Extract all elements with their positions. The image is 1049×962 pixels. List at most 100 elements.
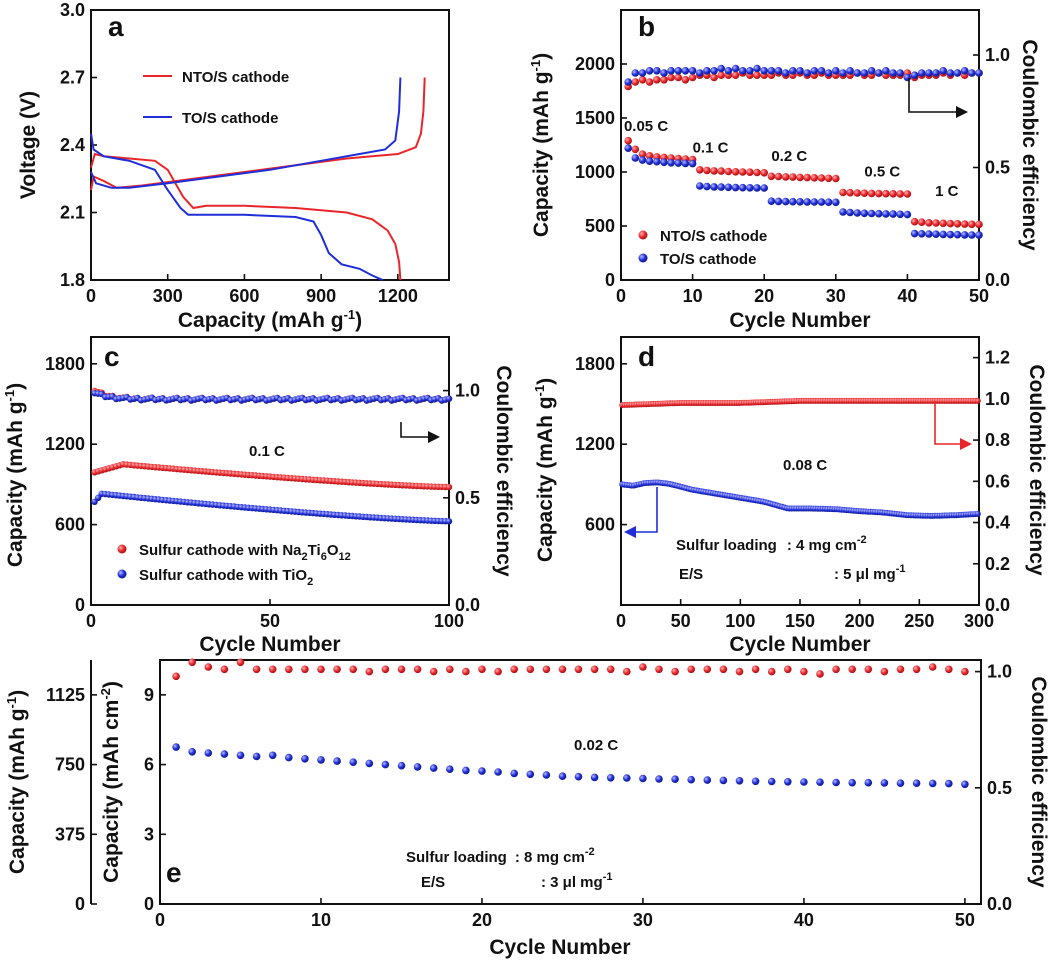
panel-e-ylabel-specific: Capacity (mAh g-1) xyxy=(4,690,29,874)
data-point xyxy=(824,69,833,77)
data-point xyxy=(653,76,661,84)
data-point xyxy=(968,231,976,239)
data-point xyxy=(735,667,744,676)
data-point xyxy=(703,776,712,784)
y-tick-label: 0 xyxy=(75,595,85,615)
y-tick-label: 1.8 xyxy=(60,270,85,290)
rate-label: 0.05 C xyxy=(624,118,668,135)
data-point xyxy=(660,76,668,84)
legend-label-to: TO/S cathode xyxy=(182,110,278,127)
legend-label-nto: NTO/S cathode xyxy=(660,228,767,245)
y-tick-label: 0.0 xyxy=(987,894,1012,914)
data-point xyxy=(860,189,869,197)
data-point xyxy=(946,219,955,228)
data-point xyxy=(910,229,919,238)
data-point xyxy=(446,665,454,674)
data-point xyxy=(574,665,583,674)
data-point xyxy=(774,197,783,206)
data-point xyxy=(960,67,969,75)
data-point xyxy=(710,67,718,75)
data-point xyxy=(853,209,862,217)
x-tick-label: 1200 xyxy=(378,286,418,306)
panel-d-rate: 0.08 C xyxy=(783,457,827,474)
data-point xyxy=(462,667,470,676)
data-point xyxy=(975,220,983,229)
data-point xyxy=(631,145,640,154)
data-point xyxy=(767,777,776,786)
data-point xyxy=(751,665,760,674)
rate-label: 1 C xyxy=(935,183,959,200)
data-point xyxy=(681,159,690,168)
data-point xyxy=(939,67,947,75)
x-tick-label: 100 xyxy=(434,611,464,631)
data-point xyxy=(738,67,747,75)
data-point xyxy=(781,69,790,77)
panel-b-xlabel: Cycle Number xyxy=(729,309,870,332)
rate-label: 0.1 C xyxy=(693,140,729,157)
panel-e-rate: 0.02 C xyxy=(574,737,618,754)
y-tick-label: 1200 xyxy=(575,434,615,454)
data-point xyxy=(975,69,983,77)
data-point xyxy=(710,183,718,191)
y-tick-label: 1.2 xyxy=(985,348,1010,368)
y-tick-label: 0.0 xyxy=(985,595,1010,615)
series-nto-charge-curve xyxy=(90,77,426,191)
data-point xyxy=(624,78,632,86)
data-point xyxy=(889,210,897,218)
data-point xyxy=(796,198,804,206)
data-point xyxy=(285,665,293,674)
panel-c-frame xyxy=(90,336,450,606)
data-point xyxy=(800,778,808,786)
data-point xyxy=(760,169,768,177)
data-point xyxy=(946,69,955,77)
data-point xyxy=(767,172,776,181)
y-tick-label: 0.2 xyxy=(985,554,1010,574)
data-point xyxy=(724,167,733,176)
data-point xyxy=(252,752,261,761)
data-point xyxy=(731,183,740,192)
y-tick-label: 1125 xyxy=(46,685,85,705)
y-tick-label: 0 xyxy=(605,270,615,290)
data-point xyxy=(731,71,740,79)
data-point xyxy=(810,174,819,182)
data-point xyxy=(961,667,969,676)
x-tick-label: 40 xyxy=(897,286,917,306)
data-point xyxy=(446,765,454,773)
x-tick-label: 50 xyxy=(955,910,975,930)
data-point xyxy=(413,665,422,674)
data-point xyxy=(667,67,675,75)
panel-a-legend: NTO/S cathode TO/S cathode xyxy=(143,69,289,127)
data-point xyxy=(172,743,180,751)
panel-c-ce-arrow xyxy=(400,422,440,443)
panel-e-ylabel-areal: Capacity (mAh cm-2) xyxy=(98,681,123,883)
data-point xyxy=(397,761,406,770)
data-point xyxy=(925,230,933,238)
data-point xyxy=(860,69,869,77)
data-point xyxy=(301,665,309,674)
x-tick-label: 0 xyxy=(616,611,626,631)
data-point xyxy=(896,69,904,77)
data-point xyxy=(839,188,847,197)
panel-c-legend: Sulfur cathode with Na2Ti6O12 Sulfur cat… xyxy=(117,542,351,588)
data-point xyxy=(753,71,761,79)
x-tick-label: 300 xyxy=(153,286,183,306)
data-point xyxy=(753,184,761,192)
data-point xyxy=(803,173,811,182)
data-point xyxy=(638,150,647,158)
data-point xyxy=(738,168,747,176)
data-point xyxy=(853,69,862,77)
y-tick-label: 1500 xyxy=(575,108,615,128)
y-tick-label: 0.0 xyxy=(985,270,1010,290)
data-point xyxy=(558,772,567,780)
data-point xyxy=(696,166,704,174)
data-point xyxy=(882,67,890,75)
data-point xyxy=(445,518,453,525)
data-point xyxy=(717,183,725,191)
data-point xyxy=(848,778,856,787)
data-point xyxy=(696,69,704,77)
y-tick-label: 0.5 xyxy=(985,158,1010,178)
y-tick-label: 0 xyxy=(75,894,85,914)
data-point xyxy=(917,69,926,77)
data-point xyxy=(875,209,883,218)
